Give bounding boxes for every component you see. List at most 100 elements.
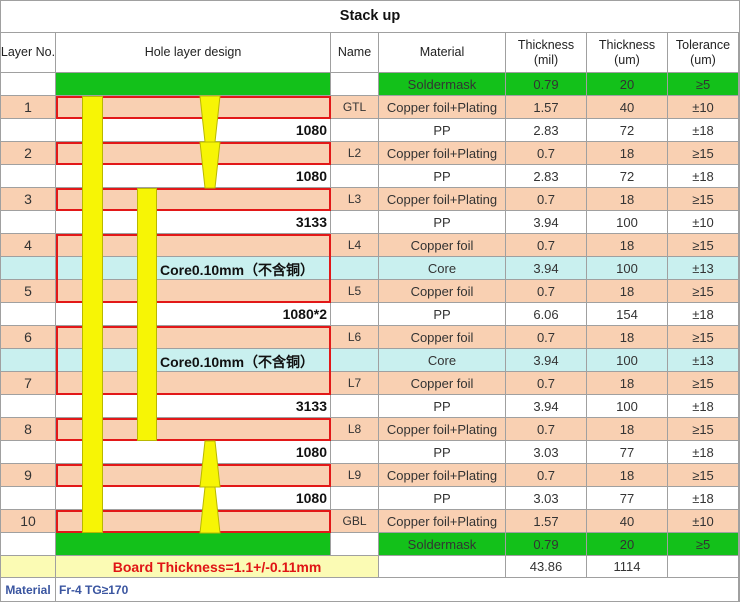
cell-um: 100 <box>587 257 668 280</box>
layer-number: 3 <box>0 188 56 211</box>
cell-material: PP <box>379 303 506 326</box>
header-material: Material <box>379 33 506 73</box>
header-thickness-mil: Thickness (mil) <box>506 33 587 73</box>
layer-name: L5 <box>331 280 379 303</box>
cell-um: 20 <box>587 533 668 556</box>
cell-um: 18 <box>587 464 668 487</box>
footer-value: Fr-4 TG≥170 <box>56 578 739 602</box>
board-material-empty <box>379 556 506 578</box>
layer-name: L4 <box>331 234 379 257</box>
total-tol-empty <box>668 556 739 578</box>
cell-mil: 3.03 <box>506 441 587 464</box>
copper-outline-1 <box>56 96 331 119</box>
layer-number <box>0 533 56 556</box>
core-outline-1 <box>56 234 331 303</box>
copper-outline-10 <box>56 510 331 533</box>
layer-name: GBL <box>331 510 379 533</box>
layer-number: 7 <box>0 372 56 395</box>
cell-tol: ±18 <box>668 395 739 418</box>
layer-number: 4 <box>0 234 56 257</box>
layer-number <box>0 257 56 280</box>
cell-um: 100 <box>587 211 668 234</box>
layer-name <box>331 303 379 326</box>
cell-tol: ≥15 <box>668 372 739 395</box>
layer-number: 1 <box>0 96 56 119</box>
cell-um: 72 <box>587 165 668 188</box>
layer-name <box>331 395 379 418</box>
copper-outline-9 <box>56 464 331 487</box>
cell-mil: 0.7 <box>506 326 587 349</box>
cell-um: 18 <box>587 418 668 441</box>
cell-material: PP <box>379 165 506 188</box>
layer-name: L7 <box>331 372 379 395</box>
layer-number <box>0 165 56 188</box>
layer-number <box>0 349 56 372</box>
cell-tol: ±18 <box>668 441 739 464</box>
hole-design-cell <box>56 73 331 96</box>
board-thickness: Board Thickness=1.1+/-0.11mm <box>56 556 379 578</box>
cell-mil: 0.7 <box>506 142 587 165</box>
copper-outline-2 <box>56 142 331 165</box>
cell-material: Soldermask <box>379 533 506 556</box>
cell-um: 100 <box>587 349 668 372</box>
layer-name: L3 <box>331 188 379 211</box>
cell-material: PP <box>379 211 506 234</box>
header-layer-no: Layer No. <box>0 33 56 73</box>
cell-mil: 3.94 <box>506 349 587 372</box>
cell-mil: 6.06 <box>506 303 587 326</box>
cell-material: Copper foil <box>379 234 506 257</box>
layer-name <box>331 441 379 464</box>
hole-design-cell <box>56 533 331 556</box>
layer-name: GTL <box>331 96 379 119</box>
cell-material: Copper foil+Plating <box>379 96 506 119</box>
total-mil: 43.86 <box>506 556 587 578</box>
layer-number: 10 <box>0 510 56 533</box>
cell-material: Copper foil+Plating <box>379 510 506 533</box>
cell-um: 40 <box>587 510 668 533</box>
layer-number <box>0 487 56 510</box>
cell-um: 100 <box>587 395 668 418</box>
cell-tol: ±18 <box>668 487 739 510</box>
board-spacer <box>0 556 56 578</box>
cell-mil: 3.94 <box>506 257 587 280</box>
table-title: Stack up <box>0 0 740 33</box>
hole-design-cell: 1080 <box>56 441 331 464</box>
cell-um: 18 <box>587 372 668 395</box>
hole-design-cell: 1080 <box>56 165 331 188</box>
cell-mil: 2.83 <box>506 119 587 142</box>
layer-name <box>331 165 379 188</box>
cell-tol: ≥15 <box>668 234 739 257</box>
hole-design-cell: 1080 <box>56 119 331 142</box>
layer-name: L6 <box>331 326 379 349</box>
cell-material: PP <box>379 487 506 510</box>
cell-material: Copper foil+Plating <box>379 464 506 487</box>
through-via <box>82 96 103 533</box>
cell-mil: 0.7 <box>506 418 587 441</box>
cell-tol: ±13 <box>668 257 739 280</box>
core-outline-2 <box>56 326 331 395</box>
buried-via <box>137 188 157 441</box>
cell-tol: ≥5 <box>668 533 739 556</box>
cell-material: PP <box>379 395 506 418</box>
cell-mil: 0.79 <box>506 533 587 556</box>
cell-mil: 3.94 <box>506 395 587 418</box>
cell-mil: 1.57 <box>506 510 587 533</box>
layer-number: 5 <box>0 280 56 303</box>
layer-name <box>331 487 379 510</box>
cell-tol: ±18 <box>668 303 739 326</box>
layer-name: L8 <box>331 418 379 441</box>
cell-tol: ±18 <box>668 119 739 142</box>
cell-um: 40 <box>587 96 668 119</box>
cell-um: 20 <box>587 73 668 96</box>
cell-um: 77 <box>587 441 668 464</box>
layer-name <box>331 119 379 142</box>
cell-mil: 0.7 <box>506 372 587 395</box>
cell-um: 18 <box>587 234 668 257</box>
cell-material: Copper foil+Plating <box>379 188 506 211</box>
cell-material: PP <box>379 441 506 464</box>
layer-number: 2 <box>0 142 56 165</box>
cell-mil: 0.7 <box>506 188 587 211</box>
layer-name <box>331 349 379 372</box>
cell-tol: ≥15 <box>668 280 739 303</box>
